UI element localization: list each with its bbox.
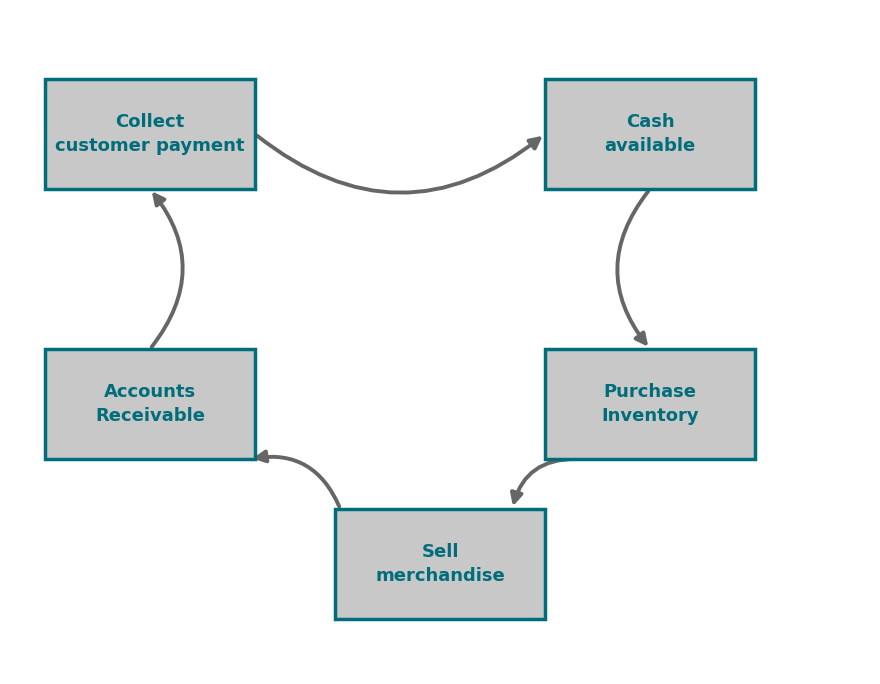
FancyBboxPatch shape — [335, 509, 545, 619]
FancyBboxPatch shape — [45, 349, 255, 459]
FancyBboxPatch shape — [45, 79, 255, 189]
Text: Sell
merchandise: Sell merchandise — [375, 543, 505, 585]
Text: Cash
available: Cash available — [605, 113, 695, 155]
Text: Accounts
Receivable: Accounts Receivable — [95, 383, 205, 425]
FancyBboxPatch shape — [545, 349, 755, 459]
Text: Purchase
Inventory: Purchase Inventory — [601, 383, 699, 425]
FancyBboxPatch shape — [545, 79, 755, 189]
Text: Collect
customer payment: Collect customer payment — [55, 113, 245, 155]
